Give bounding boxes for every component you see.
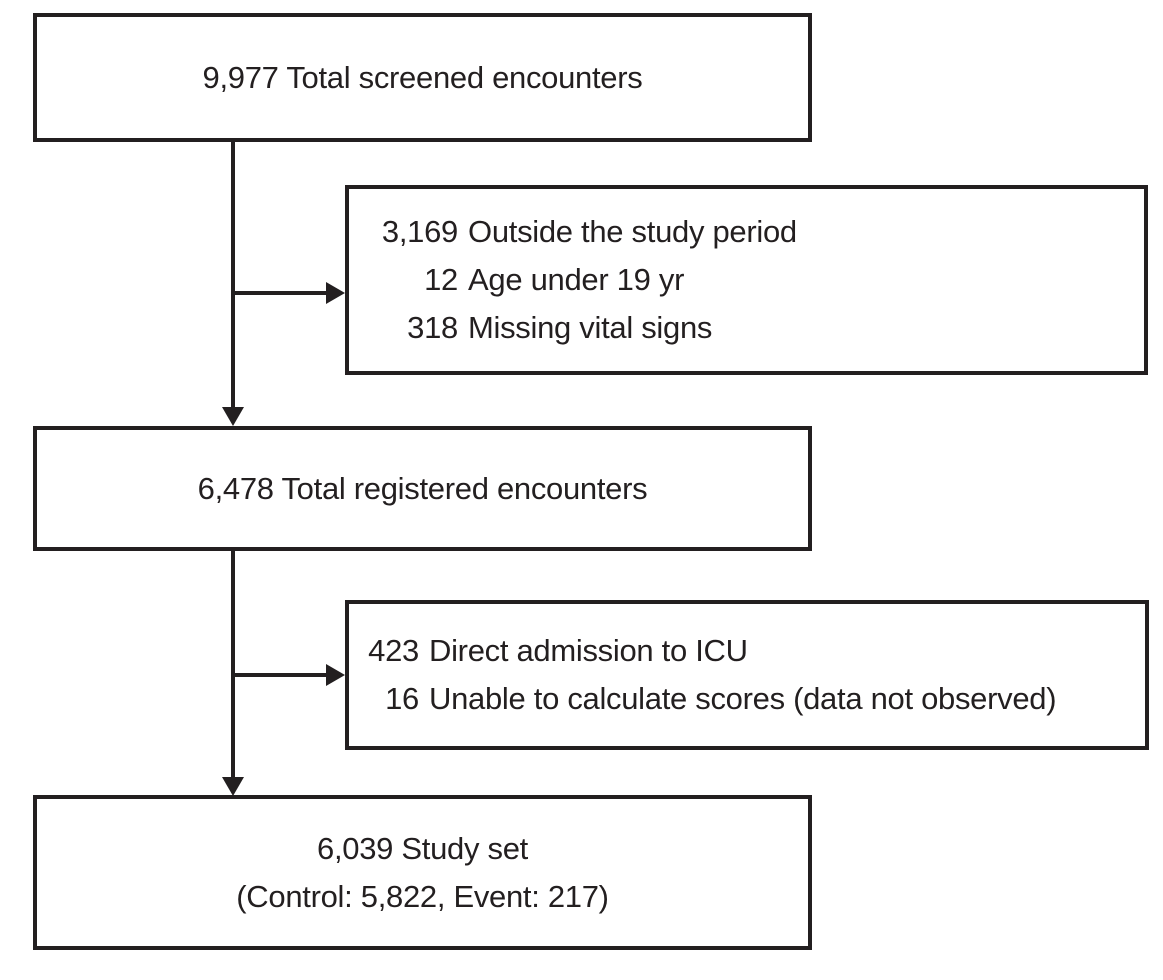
box-study-set: 6,039 Study set (Control: 5,822, Event: …: [33, 795, 812, 950]
box-total-registered: 6,478 Total registered encounters: [33, 426, 812, 551]
box-exclusion-2: 423 Direct admission to ICU 16 Unable to…: [345, 600, 1149, 750]
connector-line-screened-to-registered: [231, 140, 235, 410]
connector-line-exclusion-2: [233, 673, 329, 677]
box-exclusion-1: 3,169 Outside the study period 12 Age un…: [345, 185, 1148, 375]
exclusion-1-line: 318 Missing vital signs: [353, 304, 797, 352]
arrow-right-icon: [326, 282, 345, 304]
exclusion-1-line: 12 Age under 19 yr: [353, 256, 797, 304]
box-total-screened: 9,977 Total screened encounters: [33, 13, 812, 142]
exclusion-label: Outside the study period: [468, 214, 797, 249]
arrow-down-icon: [222, 407, 244, 426]
total-registered-text: 6,478 Total registered encounters: [197, 470, 648, 506]
exclusion-value: 16: [385, 681, 419, 716]
exclusion-label: Missing vital signs: [468, 310, 713, 345]
exclusion-2-line: 16 Unable to calculate scores (data not …: [353, 675, 1056, 723]
exclusion-label: Unable to calculate scores (data not obs…: [429, 681, 1057, 716]
exclusion-value: 12: [424, 262, 458, 297]
arrow-right-icon: [326, 664, 345, 686]
study-set-breakdown-text: (Control: 5,822, Event: 217): [236, 878, 609, 914]
connector-line-exclusion-1: [233, 291, 329, 295]
total-screened-text: 9,977 Total screened encounters: [202, 59, 643, 95]
exclusion-1-line: 3,169 Outside the study period: [353, 208, 797, 256]
exclusion-2-line: 423 Direct admission to ICU: [353, 627, 1056, 675]
exclusion-label: Age under 19 yr: [468, 262, 685, 297]
exclusion-value: 3,169: [381, 214, 458, 249]
connector-line-registered-to-study: [231, 549, 235, 781]
exclusion-label: Direct admission to ICU: [429, 633, 748, 668]
exclusion-value: 423: [368, 633, 419, 668]
study-set-text: 6,039 Study set: [317, 830, 528, 866]
arrow-down-icon: [222, 777, 244, 796]
exclusion-value: 318: [407, 310, 458, 345]
